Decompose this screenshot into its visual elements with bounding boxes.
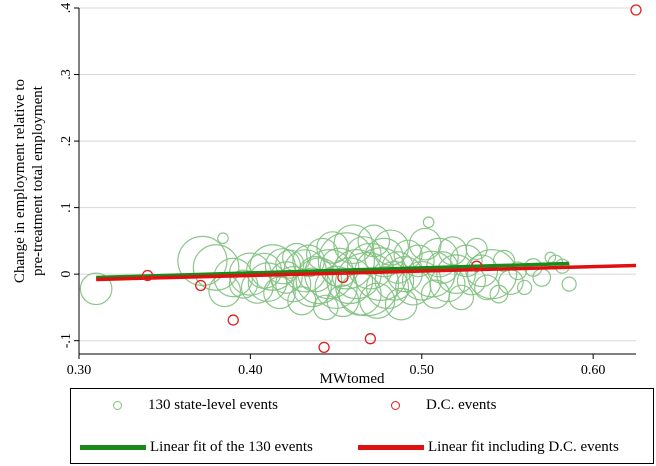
dc-events-series [141, 4, 642, 353]
legend-symbol-fit-dc [358, 445, 424, 450]
dc-event-point [470, 260, 483, 272]
legend-symbol-state-events [113, 401, 122, 410]
dc-event-point [141, 269, 154, 282]
state-event-point [357, 224, 391, 258]
state-event-point [401, 244, 435, 278]
y-tick-label: .1 [59, 202, 74, 213]
state-event-point [319, 247, 360, 288]
state-event-point [312, 294, 339, 321]
state-event-point [465, 237, 488, 260]
y-tick-label: .3 [59, 69, 74, 80]
y-tick-label: 0 [59, 271, 74, 278]
dc-event-point [318, 341, 330, 353]
dc-event-point [337, 271, 349, 284]
legend-item-dc-events: D.C. events [349, 397, 496, 414]
dc-event-point [630, 4, 642, 16]
state-event-point [79, 272, 113, 306]
fit-line-including-dc [96, 263, 637, 282]
state-event-point [408, 250, 456, 298]
state-event-point [532, 268, 552, 287]
state-event-point [516, 279, 533, 296]
state-event-point [386, 256, 423, 293]
x-tick-label: 0.30 [67, 363, 92, 378]
fit-line-130-events [96, 261, 570, 280]
state-event-point [263, 276, 296, 310]
legend: 130 state-level events D.C. events Linea… [70, 388, 654, 464]
state-event-point [247, 262, 288, 302]
state-event-point [275, 266, 312, 303]
state-event-point [359, 282, 396, 319]
legend-symbol-fit-130 [80, 445, 146, 450]
dc-event-point [364, 333, 377, 345]
axes [78, 8, 636, 355]
legend-item-fit-dc: Linear fit including D.C. events [349, 439, 619, 456]
legend-label-dc-events: D.C. events [426, 397, 497, 413]
state-event-point [365, 265, 410, 310]
state-event-point [333, 224, 374, 265]
state-event-point [192, 244, 240, 291]
state-event-point [474, 274, 500, 301]
scatter-chart: -.1 0 .1 .2 .3 .4 0.30 0.40 0.50 0.60 MWtomed Cha… [12, 3, 642, 386]
y-axis-title-line-2: pre-treatment total employment [30, 85, 46, 276]
state-event-point [317, 232, 375, 290]
state-event-point [372, 229, 410, 266]
x-tick-label: 0.40 [238, 363, 263, 378]
fit-lines [96, 261, 637, 282]
legend-label-fit-130: Linear fit of the 130 events [150, 439, 313, 455]
state-event-point [508, 261, 528, 281]
state-event-point [326, 284, 360, 318]
state-event-point [316, 231, 349, 264]
state-event-point [314, 265, 358, 310]
y-tick-label: .2 [59, 136, 74, 147]
state-event-point [217, 232, 229, 245]
x-axis-title: MWtomed [320, 371, 385, 386]
state-event-point [419, 237, 459, 278]
x-tick-label: 0.50 [410, 363, 435, 378]
ticks: -.1 0 .1 .2 .3 .4 0.30 0.40 0.50 0.60 [59, 3, 605, 378]
state-event-point [292, 267, 332, 308]
state-event-point [448, 284, 475, 311]
legend-label-state-events: 130 state-level events [148, 397, 278, 413]
dc-event-point [227, 314, 239, 326]
y-tick-label: -.1 [59, 333, 74, 348]
y-tick-label: .4 [59, 3, 74, 14]
grid-lines [79, 7, 636, 342]
state-event-point [374, 260, 415, 301]
legend-item-state-events: 130 state-level events [71, 397, 278, 414]
dc-event-point [195, 279, 207, 292]
state-event-point [561, 276, 577, 292]
y-axis-title-line-1: Change in employment relative to [12, 79, 28, 283]
state-event-point [422, 216, 435, 229]
legend-label-fit-dc: Linear fit including D.C. events [428, 439, 619, 455]
legend-symbol-dc-events [391, 401, 400, 410]
state-event-point [249, 244, 297, 291]
legend-item-fit-130: Linear fit of the 130 events [71, 439, 313, 456]
x-tick-label: 0.60 [581, 363, 606, 378]
